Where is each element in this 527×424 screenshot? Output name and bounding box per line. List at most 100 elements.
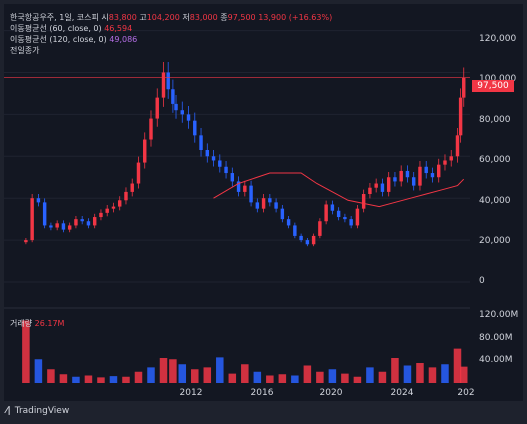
volume-bar bbox=[441, 364, 449, 383]
volume-bar bbox=[59, 374, 68, 383]
volume-bar bbox=[378, 371, 387, 383]
legend-ma120-value: 49,086 bbox=[109, 35, 138, 44]
last-price-badge: 97,500 bbox=[472, 80, 514, 92]
candle-body bbox=[55, 223, 59, 228]
legend-open: 83,800 bbox=[108, 13, 137, 22]
candle-body bbox=[349, 219, 353, 226]
volume-bar bbox=[84, 375, 93, 383]
ma-line bbox=[213, 172, 465, 208]
candle-body bbox=[449, 156, 453, 161]
candle-body bbox=[149, 118, 153, 140]
price-candles bbox=[24, 62, 466, 247]
volume-bar bbox=[278, 374, 287, 383]
candle-body bbox=[293, 225, 297, 236]
legend-high: 104,200 bbox=[146, 13, 180, 22]
legend-prev-close[interactable]: 전일종가 bbox=[10, 45, 39, 56]
y-tick-label: 0 bbox=[479, 276, 485, 286]
candle-body bbox=[199, 135, 203, 150]
candle-body bbox=[280, 208, 285, 220]
volume-bar bbox=[391, 358, 399, 383]
legend-ma120[interactable]: 이동평균선 (120, close, 0) 49,086 bbox=[10, 34, 137, 45]
volume-bar bbox=[303, 365, 312, 383]
legend-volume-label: 거래량 bbox=[10, 319, 33, 328]
y-tick-label: 80,000 bbox=[479, 115, 511, 125]
legend-prev-close-label: 전일종가 bbox=[10, 46, 40, 55]
candle-body bbox=[336, 210, 341, 218]
candle-body bbox=[268, 198, 272, 203]
volume-bar bbox=[134, 371, 143, 383]
candle-body bbox=[274, 202, 278, 209]
legend-volume-value: 26.17M bbox=[34, 319, 65, 328]
candle-body bbox=[205, 150, 210, 157]
legend-high-label: 고 bbox=[139, 13, 147, 22]
candle-body bbox=[355, 208, 360, 226]
candle-body bbox=[193, 120, 197, 136]
volume-bar bbox=[22, 320, 30, 383]
x-tick-label: 2016 bbox=[250, 388, 274, 398]
candle-body bbox=[99, 212, 103, 218]
candle-body bbox=[386, 177, 391, 192]
volume-bar bbox=[228, 373, 237, 383]
y-tick-label: 100,000 bbox=[479, 74, 517, 84]
volume-bar bbox=[178, 364, 187, 383]
legend-low: 83,000 bbox=[189, 13, 218, 22]
candle-body bbox=[130, 183, 134, 192]
candle-body bbox=[374, 183, 378, 188]
candle-body bbox=[430, 173, 435, 178]
candle-body bbox=[424, 166, 428, 174]
volume-bar bbox=[328, 369, 337, 383]
candle-body bbox=[24, 240, 28, 243]
legend-low-label: 저 bbox=[182, 13, 190, 22]
volume-tick-label: 80.00M bbox=[479, 333, 513, 343]
volume-bar bbox=[159, 358, 168, 383]
candle-body bbox=[49, 225, 53, 228]
x-tick-label: 2012 bbox=[179, 388, 203, 398]
candle-body bbox=[324, 204, 328, 222]
volume-tick-label: 120.00M bbox=[479, 310, 519, 320]
grid-lines bbox=[4, 30, 470, 283]
candle-body bbox=[111, 206, 116, 209]
volume-bar bbox=[266, 375, 274, 383]
candle-body bbox=[305, 240, 310, 245]
moving-average-lines bbox=[213, 172, 465, 208]
candle-body bbox=[330, 204, 335, 211]
candle-body bbox=[161, 72, 166, 98]
candle-body bbox=[61, 223, 66, 230]
volume-bar bbox=[109, 376, 118, 383]
candle-body bbox=[143, 139, 147, 163]
candle-body bbox=[380, 183, 385, 192]
candle-body bbox=[462, 77, 466, 98]
candle-body bbox=[236, 181, 241, 192]
candle-body bbox=[286, 219, 291, 226]
candle-body bbox=[180, 110, 184, 115]
y-tick-label: 20,000 bbox=[479, 236, 511, 246]
candle-body bbox=[166, 72, 170, 90]
candle-body bbox=[171, 89, 175, 104]
volume-bar bbox=[341, 373, 349, 383]
volume-bar bbox=[428, 367, 437, 383]
volume-bar bbox=[147, 367, 155, 383]
candle-body bbox=[80, 219, 84, 222]
legend-ohlc: 한국항공우주, 1일, 코스피 시83,800 고104,200 저83,000… bbox=[10, 12, 332, 23]
x-tick-label: 202 bbox=[457, 388, 475, 398]
volume-bar bbox=[169, 359, 177, 383]
tradingview-logo[interactable]: ⁄| TradingView bbox=[6, 406, 69, 416]
volume-bar bbox=[241, 364, 249, 383]
legend-close-label: 종 bbox=[220, 13, 228, 22]
candle-body bbox=[458, 97, 463, 136]
legend-ma60-label: 이동평균선 (60, close, 0) bbox=[10, 24, 102, 33]
candle-body bbox=[437, 164, 441, 178]
legend-ma60-value: 46,594 bbox=[104, 24, 133, 33]
legend-ma60[interactable]: 이동평균선 (60, close, 0) 46,594 bbox=[10, 23, 132, 34]
volume-bar bbox=[191, 369, 199, 383]
volume-bar bbox=[72, 376, 80, 383]
volume-bar bbox=[353, 376, 362, 383]
candle-body bbox=[186, 114, 191, 121]
legend-volume[interactable]: 거래량 26.17M bbox=[10, 318, 64, 329]
candle-body bbox=[243, 185, 247, 192]
volume-bar bbox=[453, 348, 462, 383]
legend-ma120-label: 이동평균선 (120, close, 0) bbox=[10, 35, 107, 44]
candle-body bbox=[105, 208, 109, 213]
tradingview-brand: TradingView bbox=[14, 406, 70, 416]
